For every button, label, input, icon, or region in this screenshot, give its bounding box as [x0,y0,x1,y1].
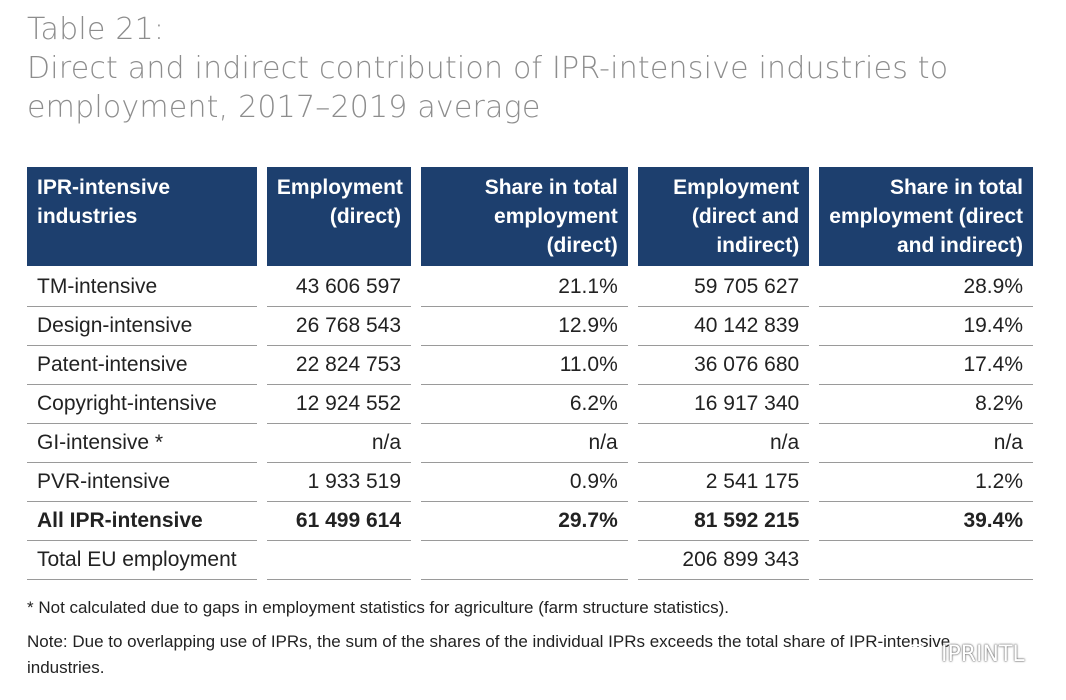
title-line-2: employment, 2017–2019 average [27,90,541,125]
row-label: Patent-intensive [27,346,257,385]
cell-employment-direct: 1 933 519 [266,463,412,502]
cell-employment-total: 36 076 680 [637,346,810,385]
row-label: GI-intensive * [27,424,257,463]
header-industries: IPR-intensive industries [27,167,257,266]
cell-employment-total: 2 541 175 [637,463,810,502]
cell-share-direct: 12.9% [421,307,628,346]
row-label: Copyright-intensive [27,385,257,424]
watermark: IPRINTL [905,642,1025,667]
cell-share-total: 17.4% [819,346,1033,385]
cell-employment-direct: n/a [266,424,412,463]
cell-share-total: 39.4% [819,502,1033,541]
row-label: Design-intensive [27,307,257,346]
employment-table: IPR-intensive industries Employment (dir… [27,167,1033,580]
cell-share-direct: 6.2% [421,385,628,424]
table-number: Table 21: [27,12,165,47]
table-row: Copyright-intensive 12 924 552 6.2% 16 9… [27,385,1033,424]
title-line-1: Direct and indirect contribution of IPR-… [27,51,949,86]
table-row: TM-intensive 43 606 597 21.1% 59 705 627… [27,266,1033,307]
table-title: Table 21: Direct and indirect contributi… [27,10,1027,127]
cell-employment-total: 206 899 343 [637,541,810,580]
row-label: Total EU employment [27,541,257,580]
header-employment-direct-indirect: Employment (direct and indirect) [637,167,810,266]
row-label: PVR-intensive [27,463,257,502]
cell-employment-total: 81 592 215 [637,502,810,541]
total-ipr-row: All IPR-intensive 61 499 614 29.7% 81 59… [27,502,1033,541]
row-label: All IPR-intensive [27,502,257,541]
header-share-direct-indirect: Share in total employment (direct and in… [819,167,1033,266]
eu-total-row: Total EU employment 206 899 343 [27,541,1033,580]
cell-share-direct: 0.9% [421,463,628,502]
table-row: Design-intensive 26 768 543 12.9% 40 142… [27,307,1033,346]
cell-share-direct: 21.1% [421,266,628,307]
cell-employment-total: n/a [637,424,810,463]
cell-employment-total: 59 705 627 [637,266,810,307]
header-employment-direct: Employment (direct) [266,167,412,266]
cell-employment-total: 16 917 340 [637,385,810,424]
header-row: IPR-intensive industries Employment (dir… [27,167,1033,266]
cell-share-direct [421,541,628,580]
chat-bubbles-icon [905,643,935,667]
watermark-text: IPRINTL [941,642,1025,667]
cell-employment-direct: 26 768 543 [266,307,412,346]
cell-share-total: 8.2% [819,385,1033,424]
cell-employment-direct: 43 606 597 [266,266,412,307]
cell-share-total [819,541,1033,580]
row-label: TM-intensive [27,266,257,307]
footnote-asterisk: * Not calculated due to gaps in employme… [27,598,729,617]
cell-share-total: n/a [819,424,1033,463]
table-row: Patent-intensive 22 824 753 11.0% 36 076… [27,346,1033,385]
cell-employment-direct: 22 824 753 [266,346,412,385]
cell-share-direct: 11.0% [421,346,628,385]
header-share-direct: Share in total employment (direct) [421,167,628,266]
cell-employment-direct [266,541,412,580]
footnote-note: Note: Due to overlapping use of IPRs, th… [27,632,951,677]
table-row: PVR-intensive 1 933 519 0.9% 2 541 175 1… [27,463,1033,502]
cell-share-total: 1.2% [819,463,1033,502]
table-row: GI-intensive * n/a n/a n/a n/a [27,424,1033,463]
cell-share-total: 28.9% [819,266,1033,307]
cell-employment-total: 40 142 839 [637,307,810,346]
cell-employment-direct: 12 924 552 [266,385,412,424]
cell-share-total: 19.4% [819,307,1033,346]
cell-share-direct: 29.7% [421,502,628,541]
cell-share-direct: n/a [421,424,628,463]
cell-employment-direct: 61 499 614 [266,502,412,541]
